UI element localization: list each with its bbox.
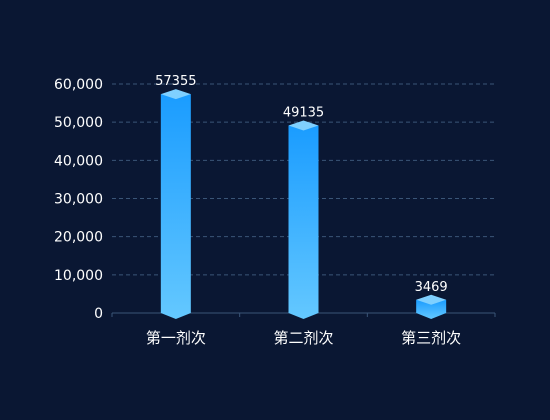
y-axis: 0 10,000 20,000 30,000 40,000 50,000 60,000 [54,77,103,322]
bars [160,89,447,320]
bar [416,299,447,319]
bar-cap [416,294,447,305]
y-tick-label: 40,000 [54,153,103,169]
bar-value-label: 49135 [283,105,324,120]
y-tick-label: 20,000 [54,230,103,246]
bar-cap [288,120,319,131]
x-category-label: 第一剂次 [146,329,206,347]
y-tick-label: 0 [94,306,103,322]
x-category-label: 第二剂次 [273,329,333,347]
y-tick-label: 50,000 [54,115,103,131]
y-tick-label: 10,000 [54,268,103,284]
bar-cap [160,89,191,100]
bar [160,94,191,319]
y-tick-label: 60,000 [54,77,103,93]
bar [288,125,319,320]
bar-value-label: 57355 [155,74,196,89]
x-category-label: 第三剂次 [401,329,461,347]
y-tick-label: 30,000 [54,192,103,208]
data-labels: 57355 49135 3469 [155,74,448,295]
bar-value-label: 3469 [415,280,448,295]
